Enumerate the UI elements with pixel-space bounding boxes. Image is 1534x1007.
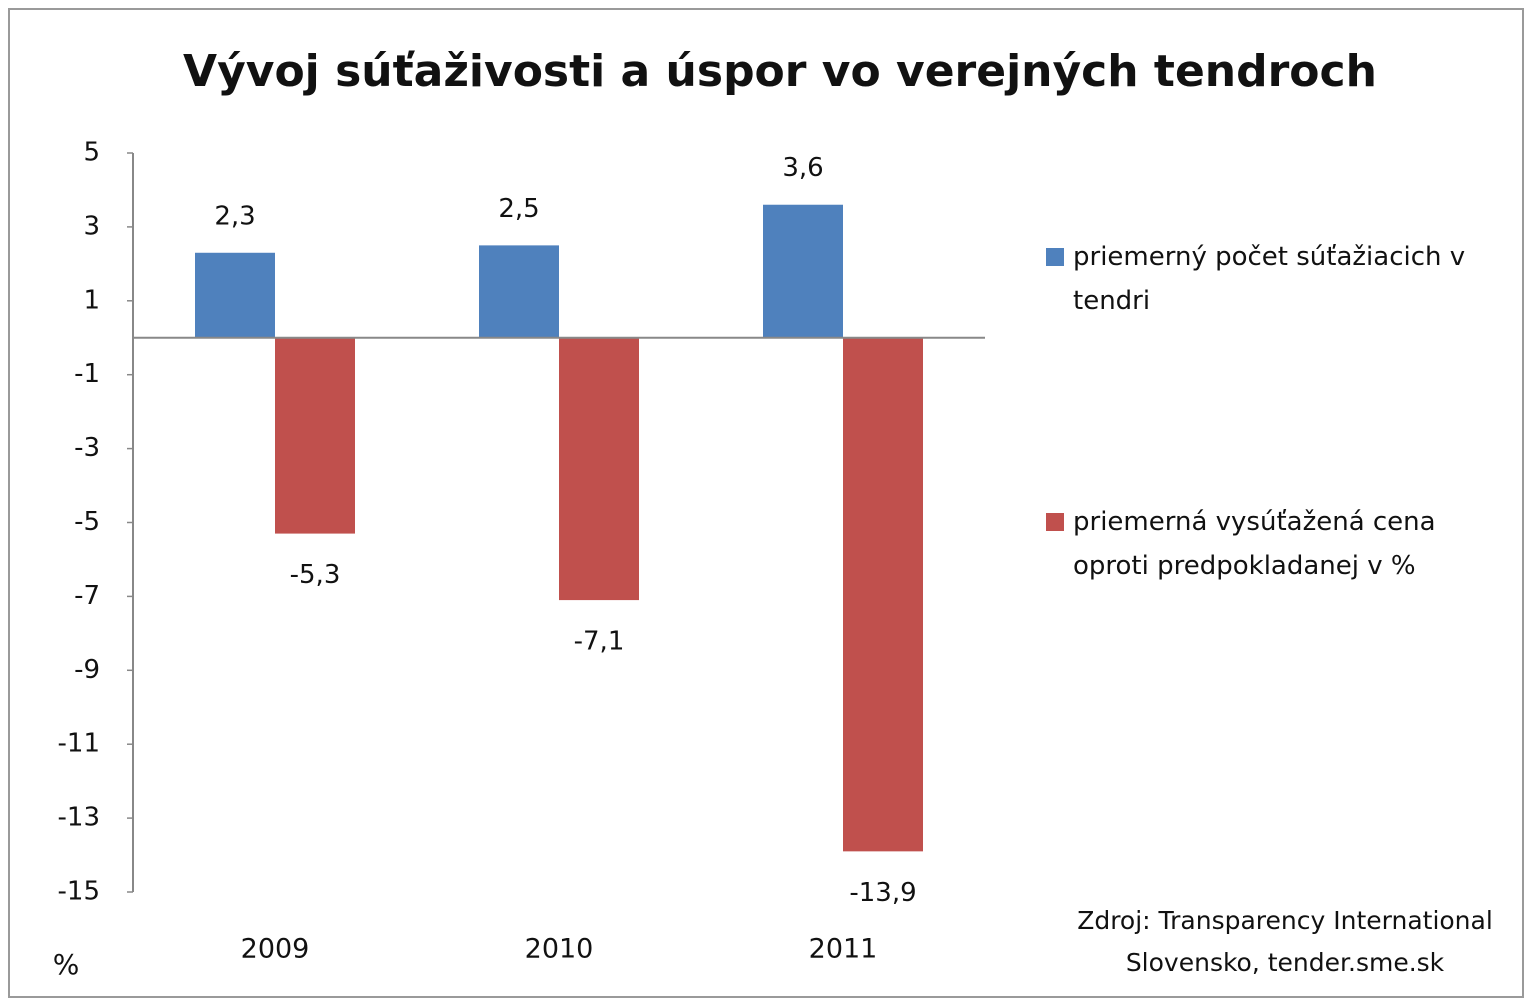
bar <box>195 252 275 338</box>
x-tick-label: 2011 <box>809 934 878 965</box>
data-label: -5,3 <box>290 560 341 590</box>
legend-item: priemerný počet súťažiacich v tendri <box>1046 235 1516 323</box>
y-tick-label: 3 <box>83 211 100 241</box>
bar <box>275 337 355 534</box>
source-note: Zdroj: Transparency International Sloven… <box>1077 906 1493 977</box>
legend-label: priemerný počet súťažiacich v tendri <box>1073 242 1466 316</box>
y-tick-label: -3 <box>74 433 100 463</box>
data-label: -13,9 <box>849 878 916 908</box>
y-tick-label: -5 <box>74 507 100 537</box>
legend-swatch <box>1046 248 1064 266</box>
x-tick-label: 2009 <box>241 934 310 965</box>
bar <box>559 337 639 601</box>
chart-frame <box>8 8 1524 998</box>
data-label: 2,5 <box>498 194 539 224</box>
y-tick-label: -7 <box>74 581 100 611</box>
y-tick-label: 1 <box>83 285 100 315</box>
data-label: 2,3 <box>214 201 255 231</box>
chart-title: Vývoj súťaživosti a úspor vo verejných t… <box>183 46 1377 97</box>
data-label: 3,6 <box>782 153 823 183</box>
bar <box>479 245 559 338</box>
legend-item: priemerná vysúťažená cena oproti predpok… <box>1046 500 1516 588</box>
y-axis-label: % <box>53 948 80 981</box>
y-tick-label: -9 <box>74 655 100 685</box>
y-tick-label: -1 <box>74 359 100 389</box>
legend-swatch <box>1046 513 1064 531</box>
y-tick-label: 5 <box>83 138 100 168</box>
y-tick-label: -15 <box>58 877 100 907</box>
x-tick-label: 2010 <box>525 934 594 965</box>
y-tick-label: -13 <box>58 803 100 833</box>
data-label: -7,1 <box>574 627 625 657</box>
y-tick-label: -11 <box>58 729 100 759</box>
legend-label: priemerná vysúťažená cena oproti predpok… <box>1073 507 1436 581</box>
bar <box>763 204 843 338</box>
bar <box>843 337 923 852</box>
